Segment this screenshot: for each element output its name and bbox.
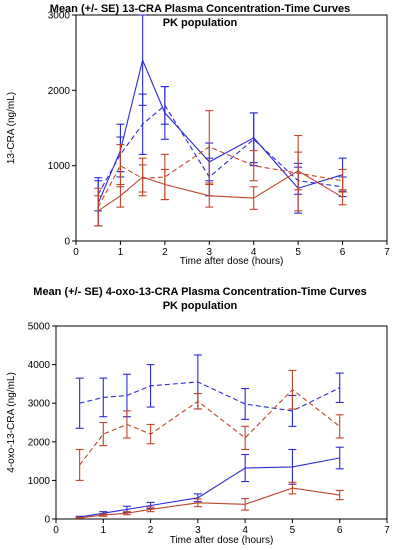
- y-axis-label: 13-CRA (ng/mL): [6, 92, 17, 164]
- series-1: [94, 14, 347, 227]
- plot-frame: [55, 325, 388, 520]
- chart-title: Mean (+/- SE) 13-CRA Plasma Concentratio…: [50, 3, 350, 15]
- error-bar: [241, 497, 250, 511]
- chart-subtitle: PK population: [163, 300, 238, 312]
- x-tick-label: 1: [118, 247, 124, 258]
- series-line: [97, 170, 343, 212]
- error-bar: [138, 14, 147, 106]
- error-bar: [75, 448, 84, 481]
- x-tick-label: 0: [53, 525, 59, 536]
- error-bar: [241, 387, 250, 420]
- error-bar: [122, 511, 131, 516]
- error-bar: [193, 498, 202, 508]
- x-tick-label: 4: [242, 525, 248, 536]
- error-bar: [335, 489, 344, 501]
- error-bar: [94, 187, 103, 227]
- y-tick-label: 5000: [28, 322, 51, 333]
- error-bar: [205, 183, 214, 208]
- x-tick-label: 0: [73, 247, 79, 258]
- series-line: [97, 146, 343, 208]
- error-bar: [241, 453, 250, 483]
- x-tick-label: 7: [384, 525, 390, 536]
- series-line: [79, 457, 340, 518]
- error-bar: [116, 183, 125, 208]
- x-axis-label: Time after dose (hours): [170, 535, 274, 546]
- x-tick-label: 5: [290, 525, 296, 536]
- y-axis-label: 4-oxo-13-CRA (ng/mL): [6, 372, 17, 473]
- y-tick-label: 4000: [28, 360, 51, 371]
- x-tick-label: 4: [251, 247, 257, 258]
- chart-13-cra: Mean (+/- SE) 13-CRA Plasma Concentratio…: [6, 3, 390, 267]
- error-bar: [122, 410, 131, 439]
- error-bar: [205, 110, 214, 184]
- series-line: [97, 58, 343, 204]
- error-bar: [138, 164, 147, 193]
- y-tick-label: 3000: [28, 399, 51, 410]
- error-bar: [75, 516, 84, 519]
- y-tick-label: 3000: [48, 11, 71, 22]
- error-bar: [75, 377, 84, 429]
- y-tick-label: 1000: [48, 161, 71, 172]
- error-bar: [193, 392, 202, 410]
- series-line: [79, 381, 340, 412]
- x-tick-label: 6: [337, 525, 343, 536]
- y-tick-label: 1000: [28, 476, 51, 487]
- series-line: [97, 104, 343, 195]
- error-bar: [116, 144, 125, 188]
- y-tick-label: 2000: [28, 437, 51, 448]
- error-bar: [241, 425, 250, 451]
- series-3: [94, 151, 347, 227]
- error-bar: [160, 153, 169, 201]
- error-bar: [335, 446, 344, 470]
- chart-title: Mean (+/- SE) 4-oxo-13-CRA Plasma Concen…: [33, 286, 366, 298]
- error-bar: [335, 414, 344, 439]
- error-bar: [146, 506, 155, 513]
- x-tick-label: 6: [340, 247, 346, 258]
- error-bar: [146, 364, 155, 408]
- error-bar: [138, 93, 147, 155]
- y-tick-label: 0: [64, 237, 70, 248]
- x-tick-label: 7: [384, 247, 390, 258]
- series-line: [79, 388, 341, 466]
- error-bar: [249, 150, 258, 182]
- chart-subtitle: PK population: [163, 17, 238, 29]
- series-2: [75, 354, 344, 429]
- series-3: [75, 481, 344, 519]
- error-bar: [99, 377, 108, 418]
- y-tick-label: 2000: [48, 86, 71, 97]
- y-tick-label: 0: [44, 515, 50, 526]
- series-4: [94, 110, 347, 227]
- error-bar: [288, 481, 297, 495]
- error-bar: [160, 86, 169, 125]
- x-tick-label: 3: [195, 525, 201, 536]
- chart-4-oxo-13-cra: Mean (+/- SE) 4-oxo-13-CRA Plasma Concen…: [6, 286, 390, 546]
- error-bar: [294, 134, 303, 212]
- x-axis-label: Time after dose (hours): [180, 256, 284, 267]
- error-bar: [99, 421, 108, 447]
- error-bar: [338, 168, 347, 193]
- error-bar: [249, 186, 258, 210]
- error-bar: [99, 513, 108, 517]
- plot-frame: [75, 14, 388, 242]
- x-tick-label: 5: [295, 247, 301, 258]
- x-tick-label: 2: [162, 247, 168, 258]
- error-bar: [122, 373, 131, 418]
- error-bar: [288, 369, 297, 410]
- x-tick-label: 3: [207, 247, 213, 258]
- series-4: [75, 369, 344, 481]
- error-bar: [146, 423, 155, 445]
- x-tick-label: 2: [148, 525, 154, 536]
- error-bar: [335, 372, 344, 403]
- series-1: [75, 446, 344, 519]
- series-line: [79, 487, 340, 519]
- x-tick-label: 1: [101, 525, 107, 536]
